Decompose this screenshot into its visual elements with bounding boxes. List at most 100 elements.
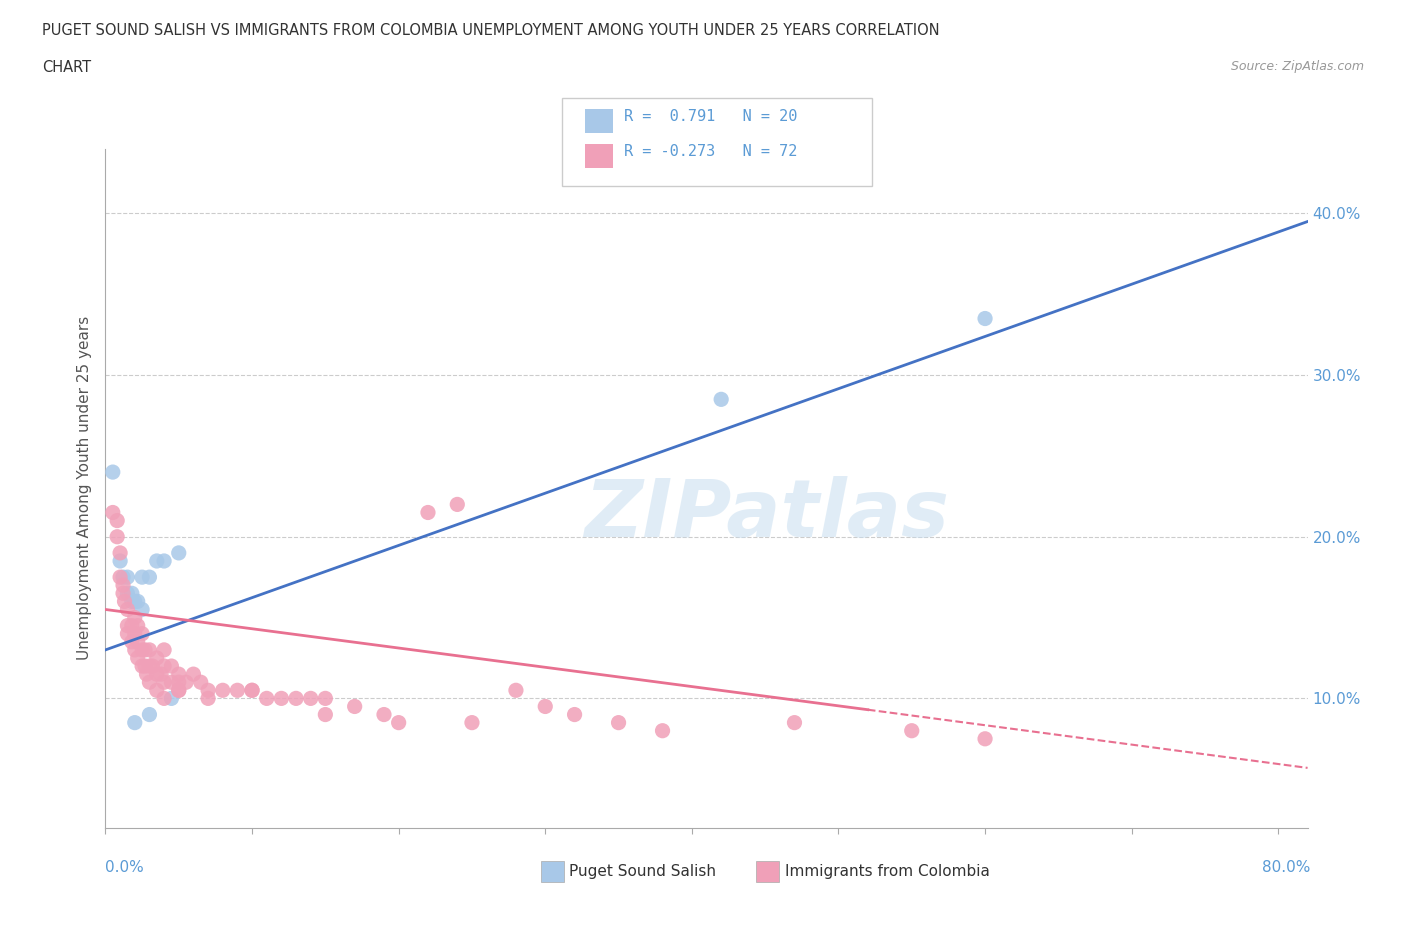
Text: 80.0%: 80.0% [1263, 860, 1310, 875]
Point [108, 553, 131, 568]
Point [117, 618, 139, 633]
Point [174, 675, 197, 690]
Point [138, 658, 160, 673]
Point [108, 546, 131, 561]
Point [388, 715, 411, 730]
Text: CHART: CHART [42, 60, 91, 75]
Point [121, 634, 143, 649]
Point [285, 691, 308, 706]
Point [117, 570, 139, 585]
Point [256, 691, 278, 706]
Point [299, 691, 322, 706]
Text: Puget Sound Salish: Puget Sound Salish [569, 864, 717, 879]
Point [105, 529, 128, 544]
Point [127, 618, 149, 633]
Point [145, 651, 167, 666]
Point [138, 675, 160, 690]
Point [190, 675, 212, 690]
Point [101, 465, 124, 480]
Point [124, 643, 146, 658]
Point [160, 658, 183, 673]
Point [167, 667, 190, 682]
Point [138, 643, 160, 658]
Point [124, 715, 146, 730]
Text: PUGET SOUND SALISH VS IMMIGRANTS FROM COLOMBIA UNEMPLOYMENT AMONG YOUTH UNDER 25: PUGET SOUND SALISH VS IMMIGRANTS FROM CO… [42, 23, 939, 38]
Point [153, 643, 176, 658]
Point [127, 594, 149, 609]
Point [114, 594, 136, 609]
Point [117, 626, 139, 641]
Point [183, 667, 205, 682]
Point [505, 683, 527, 698]
Point [534, 699, 557, 714]
Y-axis label: Unemployment Among Youth under 25 years: Unemployment Among Youth under 25 years [76, 316, 91, 660]
Text: Immigrants from Colombia: Immigrants from Colombia [785, 864, 990, 879]
Point [138, 707, 160, 722]
Point [105, 513, 128, 528]
Point [461, 715, 484, 730]
Point [783, 715, 806, 730]
Point [607, 715, 630, 730]
Point [153, 691, 176, 706]
Text: ZIPatlas: ZIPatlas [583, 476, 949, 554]
Point [117, 586, 139, 601]
Point [314, 691, 336, 706]
Point [131, 643, 153, 658]
Point [124, 626, 146, 641]
Point [651, 724, 673, 738]
Point [160, 675, 183, 690]
Text: 0.0%: 0.0% [105, 860, 145, 875]
Point [117, 602, 139, 617]
Point [211, 683, 233, 698]
Point [974, 312, 997, 326]
Point [167, 546, 190, 561]
Point [974, 731, 997, 746]
Point [226, 683, 249, 698]
Point [197, 683, 219, 698]
Point [150, 667, 173, 682]
Point [153, 675, 176, 690]
Point [710, 392, 733, 406]
Point [141, 658, 163, 673]
Point [112, 586, 135, 601]
Point [121, 618, 143, 633]
Text: R =  0.791   N = 20: R = 0.791 N = 20 [624, 109, 797, 124]
Point [135, 667, 157, 682]
Point [240, 683, 263, 698]
Point [131, 570, 153, 585]
Point [900, 724, 922, 738]
Point [134, 658, 156, 673]
Point [270, 691, 292, 706]
Point [108, 570, 131, 585]
Point [127, 651, 149, 666]
Text: Source: ZipAtlas.com: Source: ZipAtlas.com [1230, 60, 1364, 73]
Point [167, 683, 190, 698]
Point [145, 553, 167, 568]
Text: R = -0.273   N = 72: R = -0.273 N = 72 [624, 144, 797, 159]
Point [167, 675, 190, 690]
Point [373, 707, 395, 722]
Point [124, 594, 146, 609]
Point [145, 667, 167, 682]
Point [153, 658, 176, 673]
Point [167, 683, 190, 698]
Point [131, 602, 153, 617]
Point [153, 553, 176, 568]
Point [416, 505, 439, 520]
Point [145, 683, 167, 698]
Point [564, 707, 586, 722]
Point [127, 634, 149, 649]
Point [343, 699, 366, 714]
Point [131, 626, 153, 641]
Point [124, 610, 146, 625]
Point [121, 586, 143, 601]
Point [314, 707, 336, 722]
Point [160, 691, 183, 706]
Point [197, 691, 219, 706]
Point [240, 683, 263, 698]
Point [101, 505, 124, 520]
Point [138, 570, 160, 585]
Point [134, 643, 156, 658]
Point [121, 594, 143, 609]
Point [131, 658, 153, 673]
